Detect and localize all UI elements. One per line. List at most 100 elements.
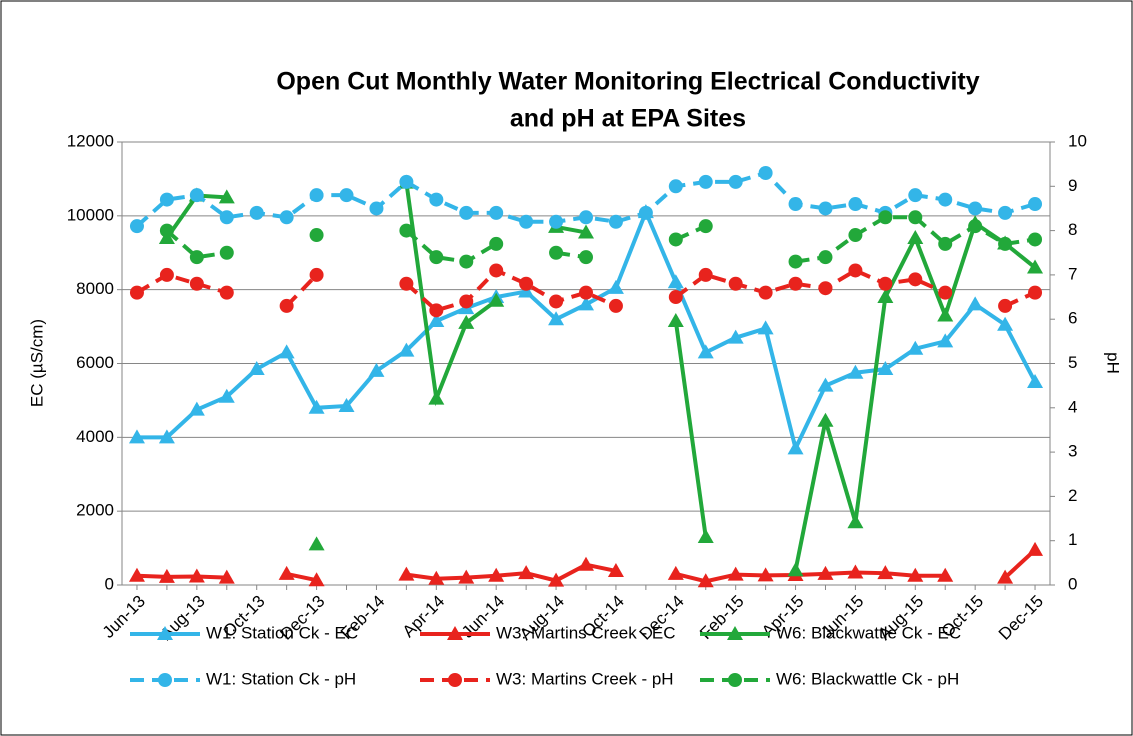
data-point	[249, 205, 264, 220]
legend-label: W3: Martins Creek - pH	[496, 669, 674, 688]
chart-title: Open Cut Monthly Water Monitoring Electr…	[276, 68, 979, 96]
data-point	[429, 192, 444, 207]
data-point	[459, 254, 474, 269]
data-point	[429, 303, 444, 318]
data-point	[489, 263, 504, 278]
data-point	[938, 192, 953, 207]
data-point	[727, 566, 744, 581]
data-point	[159, 267, 174, 282]
data-point	[128, 567, 145, 582]
data-point	[968, 219, 983, 234]
data-point	[937, 567, 954, 582]
data-point	[519, 276, 534, 291]
data-point	[128, 429, 145, 444]
data-point	[188, 401, 205, 416]
data-point	[817, 565, 834, 580]
data-point	[998, 205, 1013, 220]
data-point	[459, 294, 474, 309]
y2-tick-label: 5	[1068, 353, 1077, 372]
data-point	[579, 285, 593, 300]
y2-tick-label: 10	[1068, 131, 1087, 150]
data-point	[219, 245, 234, 260]
data-point	[218, 189, 235, 204]
data-point	[309, 267, 324, 282]
data-point	[308, 399, 325, 414]
series-line	[135, 268, 1036, 313]
y2-tick-label: 2	[1068, 486, 1077, 505]
y2-tick-label: 1	[1068, 530, 1077, 549]
data-point	[158, 568, 175, 583]
data-point	[1028, 197, 1043, 212]
data-point	[788, 276, 803, 291]
data-point	[279, 210, 294, 225]
data-point	[667, 565, 684, 580]
data-point	[877, 361, 894, 376]
y-axis-label: EC (µS/cm)	[27, 319, 46, 407]
data-point	[758, 285, 773, 300]
y2-tick-label: 4	[1068, 397, 1077, 416]
data-point	[548, 572, 565, 587]
y2-axis-label: pH	[1104, 352, 1123, 374]
data-point	[398, 566, 415, 581]
data-point	[399, 174, 414, 189]
data-point	[428, 313, 445, 328]
data-point	[518, 565, 535, 580]
data-point	[757, 567, 774, 582]
data-point	[578, 224, 594, 239]
data-point	[1028, 232, 1043, 247]
data-point	[818, 250, 833, 265]
y2-tick-label: 7	[1068, 264, 1077, 283]
data-point	[698, 174, 713, 189]
data-point	[338, 397, 355, 412]
series	[129, 263, 1043, 318]
y2-tick-label: 9	[1068, 176, 1077, 195]
data-point	[549, 245, 564, 260]
data-point	[279, 298, 294, 313]
data-point	[607, 279, 624, 294]
data-point	[638, 205, 653, 220]
data-point	[818, 281, 833, 296]
data-point	[937, 307, 954, 322]
data-point	[1027, 541, 1044, 556]
data-point	[938, 236, 953, 251]
data-point	[189, 276, 204, 291]
data-point	[369, 201, 384, 216]
data-point	[159, 192, 174, 207]
y2-tick-label: 6	[1068, 309, 1077, 328]
data-point	[817, 412, 834, 427]
data-point	[1028, 285, 1043, 300]
data-point	[728, 673, 742, 687]
y-tick-label: 8000	[76, 279, 114, 298]
data-point	[368, 362, 385, 377]
data-point	[998, 298, 1013, 313]
data-point	[727, 329, 744, 344]
y-tick-label: 0	[105, 574, 114, 593]
data-point	[697, 344, 714, 359]
data-point	[428, 390, 445, 405]
data-point	[549, 214, 564, 229]
data-point	[157, 626, 173, 640]
data-point	[937, 333, 954, 348]
y2-tick-label: 8	[1068, 220, 1077, 239]
data-point	[878, 210, 893, 225]
y2-tick-label: 3	[1068, 442, 1077, 461]
data-point	[698, 267, 713, 282]
series	[128, 204, 1044, 455]
data-point	[997, 316, 1014, 331]
data-point	[997, 569, 1014, 584]
data-point	[907, 229, 924, 244]
data-point	[787, 440, 804, 455]
data-point	[728, 174, 743, 189]
data-point	[697, 573, 714, 588]
data-point	[847, 364, 864, 379]
data-point	[447, 626, 463, 640]
data-point	[579, 210, 593, 225]
data-point	[578, 556, 594, 571]
data-point	[448, 673, 462, 687]
data-point	[129, 285, 144, 300]
data-point	[697, 529, 714, 544]
y-tick-label: 12000	[67, 131, 114, 150]
data-point	[399, 276, 414, 291]
data-point	[218, 569, 235, 584]
data-point	[877, 289, 894, 304]
